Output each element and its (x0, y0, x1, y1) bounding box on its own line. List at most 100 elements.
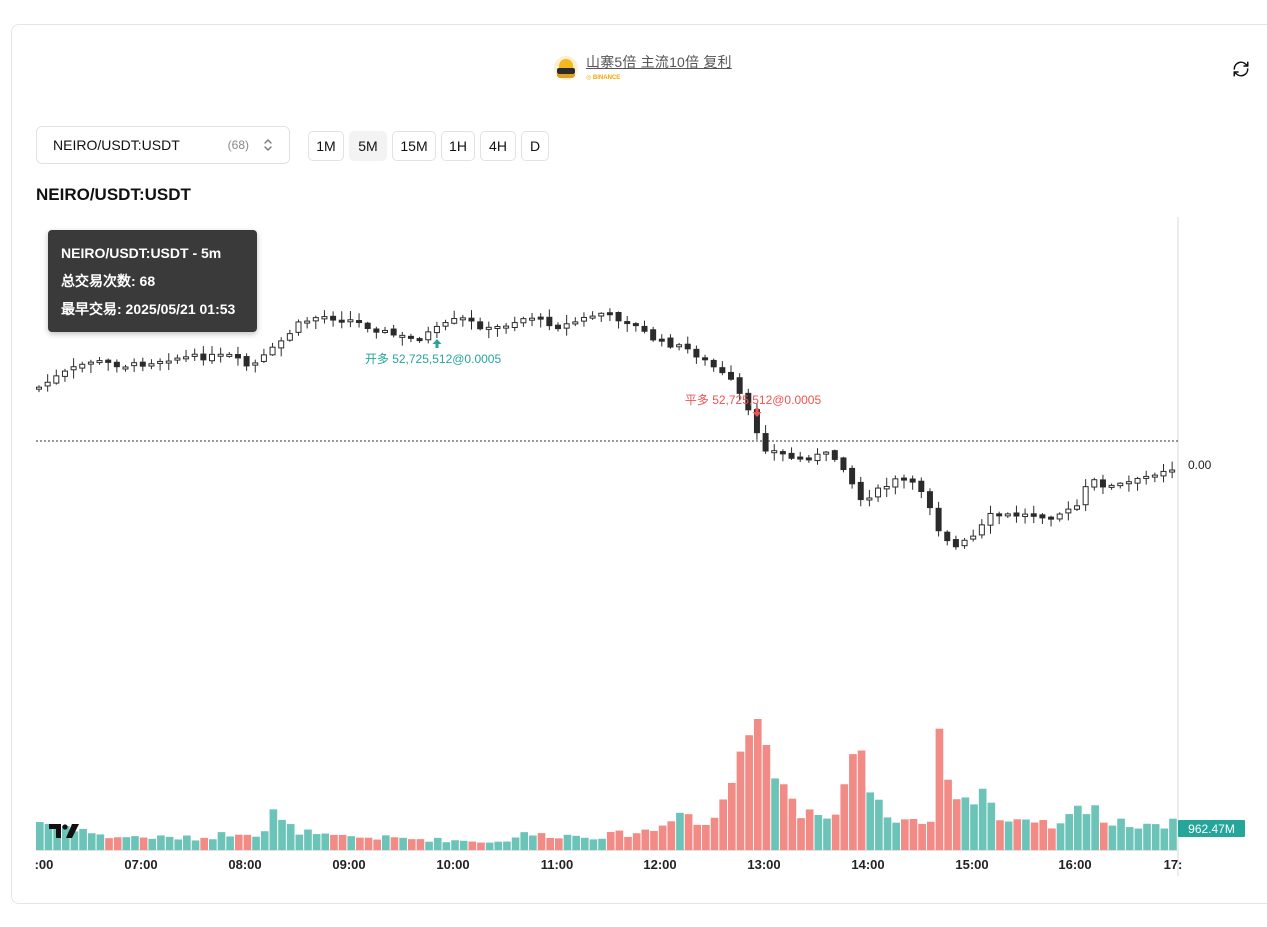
timeframe-d-button[interactable]: D (521, 131, 549, 161)
symbol-select-value: NEIRO/USDT:USDT (53, 137, 180, 153)
close-long-marker-label: 平多 52,725,512@0.0005 (685, 393, 822, 407)
volume-bar (693, 824, 702, 850)
candle (1091, 477, 1098, 491)
candle (823, 451, 830, 462)
volume-bar (1022, 819, 1030, 850)
refresh-icon[interactable] (1232, 60, 1250, 78)
candle (1169, 461, 1176, 479)
timeframe-5m-button[interactable]: 5M (349, 131, 387, 161)
volume-bar (996, 820, 1004, 850)
candle (745, 388, 752, 416)
volume-bar (226, 836, 234, 850)
volume-bar (1169, 818, 1177, 850)
candle (1160, 464, 1167, 483)
volume-bar (589, 839, 598, 850)
candle (779, 449, 786, 462)
volume-bar (442, 842, 451, 850)
candle (555, 322, 561, 332)
volume-bar (477, 842, 485, 850)
candle (1022, 508, 1029, 524)
time-axis-tick: :00 (35, 857, 54, 872)
candle (79, 361, 86, 373)
volume-bar (1117, 818, 1125, 850)
volume-bar (944, 779, 952, 850)
symbol-select[interactable]: NEIRO/USDT:USDT (68) (36, 126, 290, 164)
timeframe-4h-button[interactable]: 4H (480, 131, 516, 161)
candle (1056, 512, 1063, 522)
volume-bar (875, 799, 883, 850)
exchange-name: BINANCE (592, 75, 621, 81)
candle (183, 349, 190, 362)
volume-bar (866, 792, 875, 850)
candle (252, 359, 259, 373)
volume-bar (148, 838, 157, 850)
volume-bar (1151, 824, 1160, 850)
candle (978, 519, 985, 539)
tooltip-line-earliest: 最早交易: 2025/05/21 01:53 (61, 301, 236, 317)
candle (901, 474, 907, 489)
candle (797, 451, 804, 462)
open-long-arrow-icon (432, 339, 442, 348)
chevron-up-down-icon (264, 139, 272, 151)
volume-bar (909, 818, 918, 850)
volume-bar (918, 823, 926, 850)
candle (1030, 505, 1037, 524)
candle (658, 334, 665, 347)
volume-bar (684, 814, 693, 850)
volume-bar (555, 838, 563, 850)
volume-bar (382, 835, 390, 850)
volume-bar (87, 833, 96, 850)
tradingview-logo-icon[interactable] (48, 822, 80, 840)
volume-bar (1125, 827, 1134, 850)
strategy-avatar-icon (554, 56, 578, 80)
volume-bar (952, 799, 961, 850)
volume-bar (44, 823, 53, 850)
candle (165, 353, 172, 371)
candle (736, 373, 743, 401)
volume-bar (503, 841, 511, 850)
candle (330, 311, 337, 327)
volume-bar (200, 837, 208, 850)
volume-bar (615, 830, 624, 850)
timeframe-1m-button[interactable]: 1M (308, 131, 344, 161)
candle (148, 359, 155, 370)
candle (970, 529, 977, 542)
candle (157, 358, 164, 371)
volume-bar (364, 837, 373, 850)
volume-bar (269, 809, 278, 850)
strategy-title-link[interactable]: 山寨5倍 主流10倍 复利 (586, 54, 732, 70)
volume-bar (191, 840, 200, 850)
volume-bar (79, 828, 87, 850)
volume-bar (667, 821, 676, 850)
volume-bar (702, 824, 710, 850)
candle (710, 358, 717, 372)
candle (477, 317, 484, 331)
time-axis-tick: 07:00 (124, 857, 157, 872)
volume-bar (113, 837, 122, 850)
timeframe-15m-button[interactable]: 15M (392, 131, 436, 161)
candle (632, 322, 639, 332)
volume-bar (1160, 828, 1169, 850)
volume-bar (1074, 805, 1082, 850)
candle (373, 326, 380, 339)
candle (243, 353, 250, 371)
candle (1108, 483, 1115, 490)
volume-bar (511, 837, 520, 850)
volume-bar (935, 728, 944, 850)
time-axis-tick: 10:00 (436, 857, 469, 872)
volume-bar (105, 838, 113, 850)
volume-bar (485, 842, 494, 850)
candle (416, 336, 423, 343)
candle (364, 321, 371, 333)
volume-bar (736, 751, 745, 850)
volume-bar (399, 837, 407, 850)
volume-bar (580, 837, 589, 850)
candle (849, 465, 856, 489)
volume-bar (745, 735, 753, 850)
candle (87, 359, 94, 374)
candle (805, 454, 812, 463)
candle (529, 312, 536, 327)
candle (883, 477, 890, 498)
timeframe-1h-button[interactable]: 1H (441, 131, 475, 161)
